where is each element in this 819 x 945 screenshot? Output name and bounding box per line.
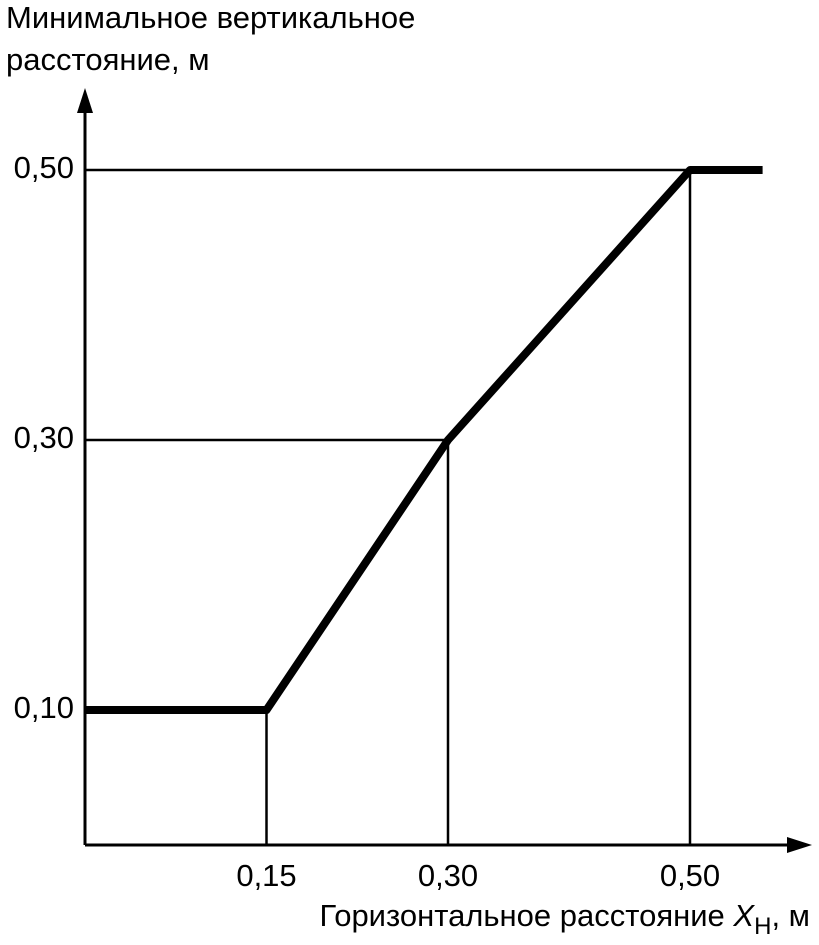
y-axis-label: расстояние, м [6,42,210,77]
y-tick-label: 0,50 [14,150,74,185]
y-axis-arrow [77,88,93,113]
data-line [85,166,763,714]
x-tick-label: 0,30 [418,858,478,893]
x-tick-label: 0,15 [236,858,296,893]
y-tick-label: 0,10 [14,690,74,725]
x-label-unit: , м [771,898,810,933]
x-axis-label: Горизонтальное расстояние XН, м [319,898,810,940]
x-axis-arrow [787,837,812,853]
x-label-text: Горизонтальное расстояние [319,898,733,933]
x-label-symbol: X [732,898,755,933]
y-axis-label: Минимальное вертикальное [6,0,415,35]
y-tick-label: 0,30 [14,420,74,455]
x-tick-label: 0,50 [660,858,720,893]
x-label-subscript: Н [754,913,771,940]
